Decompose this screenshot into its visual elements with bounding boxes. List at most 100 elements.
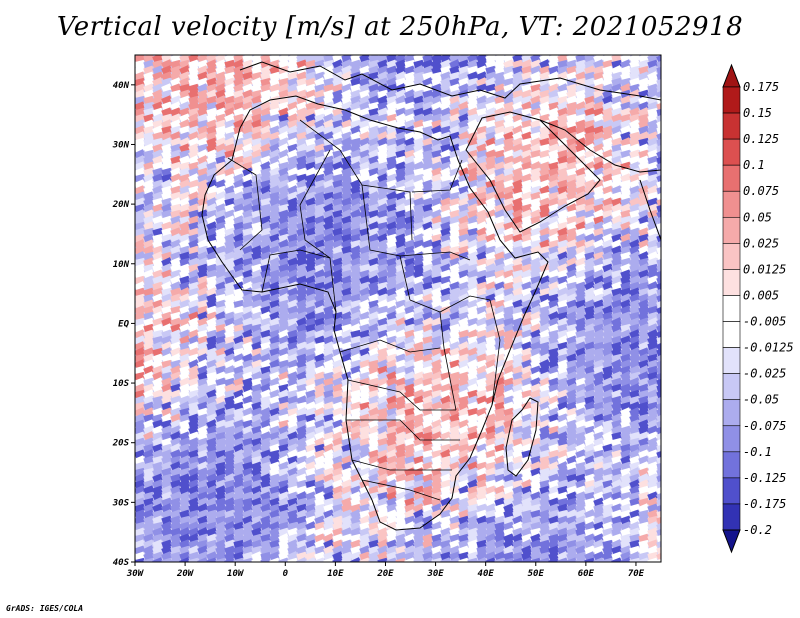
field-cell [620, 71, 632, 82]
field-cell [278, 83, 290, 94]
field-cell [620, 83, 632, 94]
field-cell [395, 89, 407, 100]
field-cell [593, 55, 605, 64]
field-cell [152, 55, 164, 64]
field-cell [215, 83, 227, 94]
field-cell [503, 59, 515, 70]
field-cell [224, 83, 236, 94]
field-cell [341, 59, 353, 70]
map-title: Vertical velocity [m/s] at 250hPa, VT: 2… [56, 12, 744, 42]
field-cell [341, 65, 353, 76]
field-cell [566, 89, 578, 100]
field-cell [341, 89, 353, 100]
field-cell [161, 95, 173, 106]
field-cell [215, 77, 227, 88]
field-cell [395, 55, 407, 64]
field-cell [485, 59, 497, 70]
field-cell [449, 59, 461, 70]
field-cell [251, 77, 263, 88]
field-cell [377, 71, 389, 82]
field-cell [161, 59, 173, 70]
field-cell [431, 65, 443, 76]
field-cell [215, 59, 227, 70]
field-cell [152, 89, 164, 100]
field-cell [278, 55, 290, 64]
field-cell [440, 59, 452, 70]
field-cell [350, 65, 362, 76]
field-cell [152, 83, 164, 94]
field-cell [143, 83, 155, 94]
field-cell [404, 89, 416, 100]
field-cell [233, 71, 245, 82]
field-cell [323, 65, 335, 76]
field-cell [539, 59, 551, 70]
field-cell [188, 71, 200, 82]
field-cell [170, 77, 182, 88]
field-cell [296, 55, 308, 64]
field-cell [656, 59, 661, 69]
field-cell [332, 65, 344, 76]
field-cell [557, 71, 569, 82]
field-cell [386, 77, 398, 88]
field-cell [395, 71, 407, 82]
field-cell [215, 95, 227, 106]
field-cell [260, 65, 272, 76]
field-cell [620, 59, 632, 70]
field-cell [386, 89, 398, 100]
field-cell [431, 55, 443, 64]
field-cell [206, 89, 218, 100]
field-cell [341, 71, 353, 82]
field-cell [530, 71, 542, 82]
field-cell [638, 55, 650, 64]
field-cell [242, 89, 254, 100]
field-cell [206, 59, 218, 70]
field-cell [584, 89, 596, 100]
field-cell [557, 83, 569, 94]
field-cell [233, 83, 245, 94]
field-cell [179, 65, 191, 76]
field-cell [161, 83, 173, 94]
field-cell [170, 95, 182, 106]
field-cell [647, 71, 659, 82]
field-cell [611, 89, 623, 100]
field-cell [242, 95, 254, 106]
field-cell [206, 65, 218, 76]
field-cell [539, 55, 551, 64]
field-cell [197, 83, 209, 94]
field-cell [251, 95, 263, 106]
field-cell [314, 77, 326, 88]
field-cell [485, 77, 497, 88]
field-cell [197, 55, 209, 64]
field-cell [197, 65, 209, 76]
field-cell [656, 55, 661, 64]
field-cell [188, 89, 200, 100]
field-cell [629, 55, 641, 64]
field-cell [233, 59, 245, 70]
field-cell [548, 89, 560, 100]
field-cell [521, 59, 533, 70]
field-cell [512, 83, 524, 94]
field-cell [494, 77, 506, 88]
field-cell [656, 65, 661, 75]
field-cell [656, 83, 661, 94]
field-cell [467, 89, 479, 100]
field-cell [593, 59, 605, 70]
field-cell [458, 83, 470, 94]
field-cell [467, 55, 479, 64]
field-cell [512, 71, 524, 82]
field-cell [656, 89, 661, 100]
field-cell [152, 65, 164, 76]
field-cell [629, 59, 641, 70]
field-cell [422, 77, 434, 88]
field-cell [629, 89, 641, 100]
field-cell [179, 71, 191, 82]
field-cell [449, 55, 461, 64]
field-cell [611, 65, 623, 76]
field-cell [359, 65, 371, 76]
field-cell [161, 65, 173, 76]
field-cell [413, 65, 425, 76]
field-cell [251, 55, 263, 64]
field-cell [206, 55, 218, 64]
field-cell [152, 95, 164, 106]
